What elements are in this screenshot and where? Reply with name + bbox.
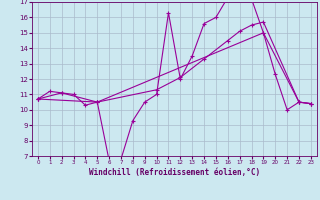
X-axis label: Windchill (Refroidissement éolien,°C): Windchill (Refroidissement éolien,°C)	[89, 168, 260, 177]
